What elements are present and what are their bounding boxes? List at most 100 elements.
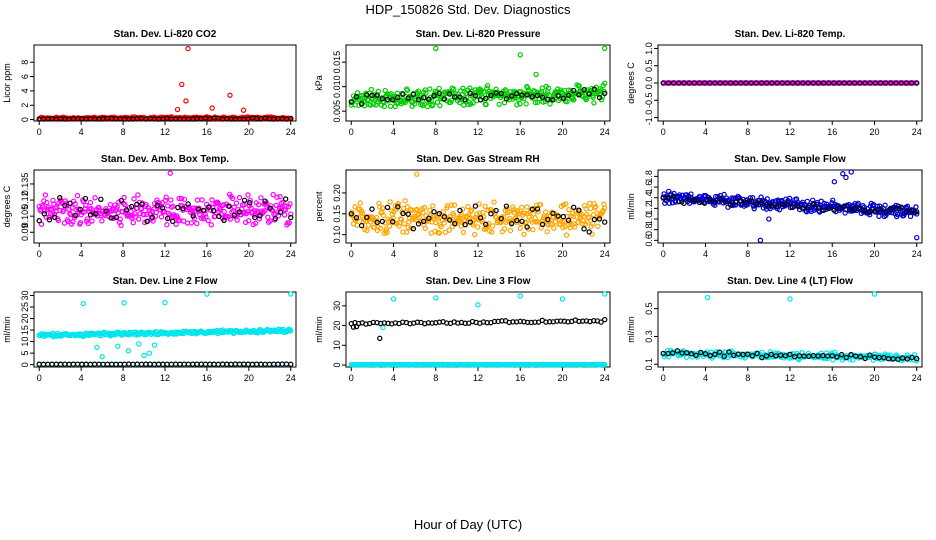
- data-point: [57, 195, 63, 201]
- panel-title: Stan. Dev. Line 4 (LT) Flow: [727, 276, 853, 287]
- chart-panel: Stan. Dev. Li-820 Pressure 0 4 8 12 16 20 24 0.0…: [314, 29, 611, 137]
- data-point: [602, 90, 608, 96]
- data-point: [252, 220, 259, 226]
- data-point: [779, 201, 785, 207]
- data-point: [80, 300, 86, 307]
- data-point: [721, 191, 727, 198]
- y-tick-label: 2: [20, 103, 30, 108]
- chart-panel: Stan. Dev. Gas Stream RH 0 4 8 12 16 20 24 0.10 0…: [314, 154, 611, 259]
- data-point: [564, 99, 570, 105]
- data-point: [764, 201, 770, 208]
- data-point: [768, 351, 774, 358]
- data-point: [135, 216, 142, 222]
- data-point: [867, 208, 873, 214]
- data-point: [422, 87, 428, 93]
- data-point: [474, 211, 480, 217]
- data-point: [209, 197, 215, 203]
- data-point: [547, 101, 553, 107]
- data-point: [384, 96, 391, 103]
- data-point: [523, 101, 529, 107]
- data-point: [169, 218, 176, 225]
- data-point: [98, 196, 104, 203]
- data-point: [671, 190, 677, 197]
- data-point: [174, 106, 181, 113]
- data-point: [795, 203, 801, 209]
- data-point: [836, 205, 842, 211]
- data-point: [387, 103, 394, 110]
- data-point: [266, 361, 273, 368]
- data-point: [241, 197, 248, 203]
- data-point: [167, 170, 173, 176]
- data-point: [581, 226, 587, 232]
- data-point: [475, 302, 481, 308]
- data-point: [871, 291, 878, 297]
- data-point: [753, 80, 760, 86]
- y-tick-label: 0.8: [644, 223, 654, 236]
- data-point: [555, 213, 561, 219]
- y-axis-label: percent: [314, 191, 324, 222]
- data-point: [379, 205, 386, 211]
- data-point: [180, 205, 186, 212]
- data-point: [358, 101, 365, 107]
- data-point: [359, 208, 365, 214]
- data-point: [489, 229, 495, 235]
- data-point: [791, 354, 798, 360]
- data-point: [226, 203, 232, 209]
- data-point: [176, 195, 182, 202]
- panel-title: Stan. Dev. Li-820 Pressure: [416, 29, 541, 40]
- data-point: [348, 211, 354, 217]
- data-point: [481, 89, 487, 95]
- data-point: [130, 219, 136, 226]
- data-point: [508, 93, 515, 99]
- data-point: [451, 212, 457, 219]
- x-tick-label: 24: [286, 249, 296, 259]
- data-point: [898, 80, 904, 86]
- y-tick-label: 0.09: [20, 223, 30, 241]
- data-point: [529, 206, 536, 212]
- data-point: [449, 224, 455, 230]
- data-point: [420, 209, 426, 216]
- x-tick-label: 4: [79, 249, 84, 259]
- data-point: [115, 343, 121, 349]
- y-tick-label: 0.005: [332, 100, 342, 123]
- data-point: [850, 357, 856, 363]
- data-point: [446, 217, 453, 223]
- x-tick-label: 16: [515, 249, 525, 259]
- data-point: [738, 198, 744, 204]
- data-point: [895, 356, 901, 362]
- data-point: [427, 86, 433, 92]
- data-point: [220, 202, 227, 208]
- data-point: [163, 194, 169, 200]
- data-point: [759, 354, 765, 361]
- x-tick-label: 20: [869, 127, 879, 137]
- data-point: [281, 212, 288, 218]
- chart-panel: Stan. Dev. Line 3 Flow 0 4 8 12 16 20 24 0 10 20 30…: [314, 276, 611, 383]
- data-point: [367, 102, 374, 108]
- data-point: [769, 80, 775, 86]
- data-point: [188, 220, 195, 226]
- x-tick-label: 12: [160, 373, 170, 383]
- data-point: [846, 80, 853, 86]
- data-point: [563, 201, 569, 207]
- data-point: [114, 204, 120, 210]
- data-point: [55, 217, 62, 224]
- data-point: [507, 227, 514, 234]
- data-point: [534, 92, 541, 99]
- data-point: [763, 353, 770, 359]
- data-point: [584, 219, 591, 225]
- data-point: [125, 348, 132, 354]
- data-point: [446, 227, 452, 233]
- data-point: [477, 97, 484, 103]
- x-tick-label: 12: [473, 127, 483, 137]
- x-tick-label: 8: [433, 373, 438, 383]
- data-point: [416, 214, 423, 220]
- data-point: [704, 294, 711, 301]
- y-axis-label: degrees C: [626, 62, 636, 104]
- data-point: [514, 90, 520, 97]
- data-point: [374, 92, 380, 98]
- data-point: [353, 323, 360, 330]
- x-axis-label: Hour of Day (UTC): [413, 517, 523, 532]
- data-point: [764, 196, 770, 202]
- data-point: [185, 45, 191, 52]
- y-tick-label: 1.6: [644, 181, 654, 194]
